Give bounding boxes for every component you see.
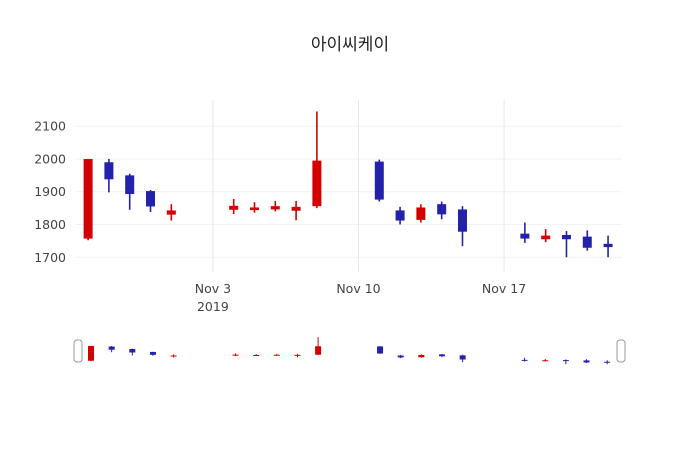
candle-body: [145, 191, 155, 207]
y-tick-label: 1900: [34, 184, 66, 199]
candle-body: [270, 206, 280, 210]
candle[interactable]: [166, 204, 176, 221]
candle-body: [125, 175, 135, 195]
candle-body: [88, 345, 95, 361]
candle[interactable]: [437, 201, 447, 220]
candle-body: [170, 355, 177, 357]
candle-body: [253, 354, 260, 356]
candle-body: [291, 206, 301, 211]
candle[interactable]: [249, 202, 259, 213]
x-tick-label: Nov 3: [195, 281, 231, 296]
candle-body: [542, 360, 549, 362]
candle-body: [416, 207, 426, 220]
y-tick-label: 2100: [34, 119, 66, 134]
y-tick-label: 2000: [34, 151, 66, 166]
range-slider-candles: [88, 337, 611, 365]
y-axis: 1700 1800 1900 2000 2100: [34, 119, 66, 265]
candle[interactable]: [395, 206, 405, 225]
candle-body: [457, 209, 467, 232]
gridlines: [75, 100, 622, 272]
candle-body: [459, 355, 466, 360]
candle-body: [561, 234, 571, 240]
candle-body: [603, 243, 613, 248]
candle-body: [582, 236, 592, 248]
candle-body: [395, 210, 405, 221]
candle-body: [232, 354, 239, 356]
y-tick-label: 1700: [34, 250, 66, 265]
candle[interactable]: [457, 206, 467, 247]
candle[interactable]: [374, 159, 384, 202]
candle[interactable]: [83, 158, 93, 241]
x-tick-year-label: 2019: [197, 299, 229, 314]
x-axis: Nov 3 2019 Nov 10 Nov 17: [195, 281, 526, 314]
candle-body: [129, 349, 136, 353]
candle[interactable]: [229, 198, 239, 215]
candle[interactable]: [541, 229, 551, 243]
x-tick-label: Nov 17: [482, 281, 526, 296]
candle-body: [562, 360, 569, 362]
candle[interactable]: [270, 200, 280, 212]
candle-body: [520, 233, 530, 239]
candle[interactable]: [312, 111, 322, 209]
candle-body: [166, 210, 176, 215]
candle-body: [249, 207, 259, 211]
candle-body: [108, 346, 115, 350]
candle-body: [273, 354, 280, 356]
candle-body: [104, 162, 114, 180]
candle-body: [229, 205, 239, 210]
candle-body: [294, 354, 301, 356]
range-slider-handle-left[interactable]: [73, 339, 83, 363]
candle-body: [604, 361, 611, 363]
candle-body: [521, 359, 528, 361]
x-tick-label: Nov 10: [336, 281, 380, 296]
y-tick-label: 1800: [34, 217, 66, 232]
candle-body: [397, 355, 404, 358]
candle-body: [312, 160, 322, 207]
candle-body: [438, 354, 445, 357]
candle[interactable]: [520, 222, 530, 243]
candle-body: [374, 161, 384, 200]
candles-main[interactable]: [83, 111, 613, 258]
candle-body: [541, 235, 551, 240]
candle[interactable]: [603, 235, 613, 258]
range-slider-handle-right[interactable]: [616, 339, 626, 363]
candle-body: [149, 351, 156, 355]
candle[interactable]: [291, 200, 301, 221]
candle[interactable]: [561, 231, 571, 258]
candle-body: [377, 346, 384, 354]
range-slider[interactable]: [73, 337, 626, 365]
candle-body: [315, 346, 322, 355]
candle[interactable]: [416, 204, 426, 223]
candle-body: [583, 360, 590, 363]
candle[interactable]: [582, 230, 592, 251]
candle-body: [437, 204, 447, 215]
candle[interactable]: [125, 173, 135, 210]
chart-title: 아이씨케이: [310, 35, 390, 55]
candle[interactable]: [104, 158, 114, 193]
candle-body: [83, 158, 93, 239]
candle[interactable]: [145, 190, 155, 213]
candle-body: [418, 354, 425, 358]
